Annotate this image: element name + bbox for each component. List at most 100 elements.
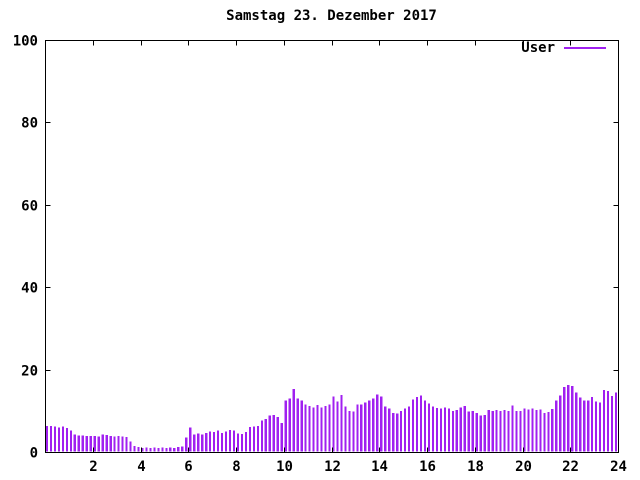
bar: [507, 410, 510, 452]
bar: [133, 445, 136, 452]
legend-user-line-sample: [564, 47, 606, 49]
bar: [268, 415, 271, 452]
x-tick-label: 4: [137, 459, 145, 475]
bar: [467, 411, 470, 452]
bar: [292, 388, 295, 452]
bar: [220, 433, 224, 452]
chart-title: Samstag 23. Dezember 2017: [226, 8, 437, 24]
bar: [125, 436, 128, 452]
bar: [579, 397, 582, 452]
bar: [189, 427, 192, 452]
bar: [93, 435, 96, 452]
bar: [539, 409, 542, 452]
bar: [614, 392, 618, 452]
bar: [137, 447, 140, 452]
bar: [81, 435, 84, 452]
bar: [392, 412, 395, 452]
bar: [113, 436, 116, 452]
bar: [193, 434, 196, 452]
bar: [153, 447, 156, 452]
bar: [360, 404, 363, 452]
x-tick-label: 2: [89, 459, 97, 475]
bar: [523, 408, 526, 452]
bar: [252, 426, 256, 452]
bar: [435, 407, 439, 452]
bar: [606, 391, 610, 452]
bar: [471, 410, 474, 452]
bar: [276, 416, 279, 452]
bar: [101, 434, 104, 452]
bar: [105, 435, 108, 452]
bar: [535, 409, 538, 452]
bar: [177, 447, 180, 452]
bar: [332, 396, 335, 452]
bar: [324, 405, 327, 452]
bar: [169, 447, 172, 452]
bar: [400, 410, 403, 452]
x-tick-label: 10: [276, 459, 293, 475]
bar: [595, 401, 598, 452]
bar: [455, 409, 458, 452]
bar: [479, 415, 482, 452]
bar: [173, 447, 176, 452]
bar: [149, 447, 152, 452]
bar: [575, 392, 578, 452]
bar: [491, 410, 494, 452]
bar: [77, 435, 80, 452]
x-tick-label: 20: [515, 459, 532, 475]
bar: [228, 429, 232, 452]
bar: [602, 390, 606, 452]
bar: [475, 412, 478, 452]
bar: [348, 410, 351, 452]
bar: [97, 436, 100, 452]
bar: [121, 436, 124, 452]
bar: [316, 405, 319, 452]
y-tick-label: 80: [21, 116, 38, 132]
legend: User: [521, 41, 606, 55]
bar: [336, 401, 339, 452]
bar: [503, 409, 506, 452]
bar: [65, 428, 68, 452]
bar: [404, 408, 407, 452]
bar: [415, 397, 419, 452]
bar: [388, 408, 391, 452]
bar: [224, 431, 228, 452]
bar: [209, 431, 212, 452]
y-tick-label: 0: [30, 446, 38, 462]
bar: [85, 435, 88, 452]
bar: [328, 404, 331, 452]
bar: [236, 433, 240, 452]
bar: [280, 423, 283, 452]
bar: [451, 410, 454, 452]
bar: [511, 405, 514, 452]
bar: [547, 412, 550, 452]
bar: [264, 419, 267, 452]
x-tick-label: 14: [371, 459, 388, 475]
bar: [427, 403, 431, 452]
bar: [551, 409, 554, 452]
bar: [53, 426, 57, 452]
bar: [571, 386, 574, 452]
bar: [197, 433, 200, 452]
bar: [368, 400, 371, 452]
x-tick-label: 22: [562, 459, 579, 475]
bar: [443, 407, 447, 452]
bar: [73, 434, 76, 452]
bar: [372, 398, 375, 452]
bar: [260, 420, 263, 452]
bar: [598, 402, 602, 452]
bar: [555, 400, 558, 452]
bar: [459, 407, 462, 452]
x-tick-label: 6: [184, 459, 192, 475]
x-tick-label: 12: [324, 459, 341, 475]
bar: [419, 395, 423, 452]
bar: [591, 397, 594, 452]
x-tick-label: 18: [467, 459, 484, 475]
bar: [69, 430, 72, 452]
bar: [380, 396, 383, 452]
bar: [129, 441, 132, 452]
bar: [256, 426, 259, 452]
bar: [240, 433, 244, 452]
